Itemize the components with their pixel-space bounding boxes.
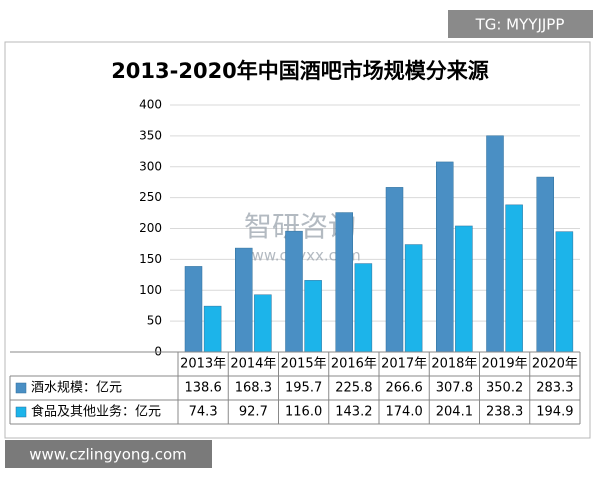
value-label: 174.0 [386,405,423,420]
value-label: 225.8 [335,381,372,396]
bar [354,263,373,353]
value-label: 143.2 [335,405,372,420]
bar [235,247,253,353]
legend-label: 食品及其他业务：亿元 [31,404,161,420]
value-label: 92.7 [239,405,268,420]
legend-swatch [15,382,27,394]
y-tick-label: 350 [139,128,162,142]
y-tick-label: 150 [139,252,162,266]
y-tick-label: 200 [139,221,162,235]
x-tick-label: 2014年 [230,357,276,372]
bar [486,135,504,353]
value-label: 307.8 [436,381,473,396]
badge: TG: MYYJJPP [475,16,565,34]
legend-label: 酒水规模：亿元 [31,381,122,396]
value-label: 195.7 [285,381,322,396]
chart-title: 2013-2020年中国酒吧市场规模分来源 [111,59,489,83]
value-label: 238.3 [486,405,523,420]
legend-swatch [15,406,27,418]
x-tick-label: 2019年 [482,357,528,372]
y-tick-label: 100 [139,283,162,297]
value-label: 116.0 [285,405,322,420]
x-tick-label: 2016年 [331,357,377,372]
badge-bg [448,10,593,38]
x-tick-label: 2017年 [381,357,427,372]
footer-bg [5,440,212,468]
value-label: 283.3 [536,381,573,396]
value-label: 204.1 [436,405,473,420]
value-label: 350.2 [486,381,523,396]
value-label: 74.3 [189,405,218,420]
x-tick-label: 2015年 [281,357,327,372]
y-tick-label: 300 [139,159,162,173]
bar [304,280,322,353]
footer: www.czlingyong.com [29,446,187,464]
bar [404,244,423,353]
bar [455,225,473,353]
bar [385,187,404,353]
bar [555,231,574,353]
bar [203,305,222,353]
bar [184,266,203,353]
value-label: 194.9 [536,405,573,420]
value-label: 168.3 [235,381,272,396]
bar [505,204,523,353]
bar [536,176,554,353]
y-tick-label: 250 [139,190,162,204]
x-tick-label: 2018年 [431,357,477,372]
value-label: 266.6 [386,381,423,396]
bar [285,230,303,353]
bar [335,212,353,353]
x-tick-label: 2020年 [532,357,578,372]
x-tick-label: 2013年 [180,357,226,372]
y-tick-label: 50 [147,314,162,328]
value-label: 138.6 [185,381,222,396]
y-tick-label: 400 [139,98,162,112]
bar [254,294,272,353]
bar [436,161,454,353]
